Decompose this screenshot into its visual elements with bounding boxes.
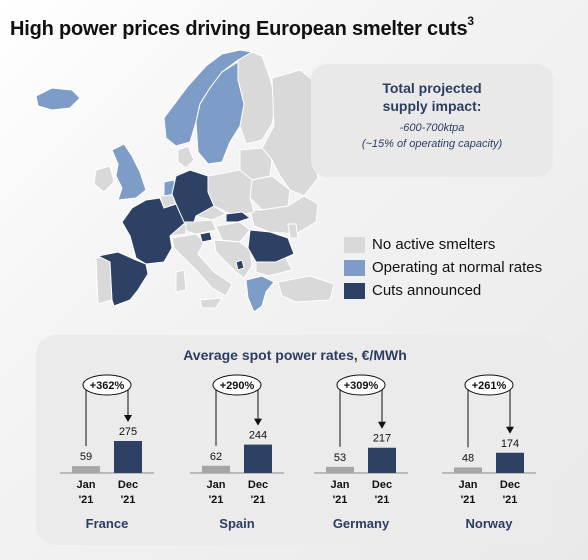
arrow-france xyxy=(124,415,132,422)
change-badge-spain xyxy=(212,374,262,396)
supply-impact-value: -600-700ktpa xyxy=(399,122,465,134)
tick-jan-line2-norway: '21 xyxy=(461,494,476,506)
map-sardinia xyxy=(175,269,187,293)
change-badge-norway xyxy=(464,374,514,396)
bar-jan-france xyxy=(72,466,100,473)
value-label-jan-spain: 62 xyxy=(210,451,222,463)
map-balkans xyxy=(213,239,253,279)
country-label-france: France xyxy=(86,516,129,531)
legend-swatch-cuts xyxy=(344,282,365,299)
change-label-france: +362% xyxy=(90,380,125,392)
tick-dec-line1-germany: Dec xyxy=(372,479,392,491)
change-badge-france xyxy=(82,374,132,396)
tick-jan-line1-france: Jan xyxy=(77,479,96,491)
tick-dec-line1-france: Dec xyxy=(118,479,138,491)
bar-dec-germany xyxy=(368,447,396,473)
legend-item-cuts: Cuts announced xyxy=(344,279,542,302)
map-denmark xyxy=(177,145,195,169)
tick-dec-line2-norway: '21 xyxy=(503,494,518,506)
tick-jan-line1-norway: Jan xyxy=(459,479,478,491)
map-moldova xyxy=(287,223,299,239)
value-label-dec-norway: 174 xyxy=(501,438,519,450)
bar-dec-norway xyxy=(496,452,524,473)
tick-jan-line2-germany: '21 xyxy=(333,494,348,506)
map-germany xyxy=(171,169,215,223)
value-label-jan-france: 59 xyxy=(80,451,92,463)
legend-item-no-smelters: No active smelters xyxy=(344,233,542,256)
value-label-dec-spain: 244 xyxy=(249,430,267,442)
change-label-spain: +290% xyxy=(220,380,255,392)
bar-jan-germany xyxy=(326,466,354,473)
bar-jan-norway xyxy=(454,467,482,473)
map-slovenia xyxy=(199,231,213,243)
map-turkey xyxy=(277,275,335,303)
map-slovakia xyxy=(225,211,252,223)
map-normal-regions xyxy=(35,49,275,313)
legend-label-cuts: Cuts announced xyxy=(372,282,482,299)
page-title: High power prices driving European smelt… xyxy=(10,14,474,41)
map-sicily xyxy=(199,297,223,309)
map-france xyxy=(121,197,187,265)
supply-impact-title-line2: supply impact: xyxy=(382,98,482,114)
change-label-germany: +309% xyxy=(344,380,379,392)
arrow-germany xyxy=(378,421,386,429)
power-rates-title: Average spot power rates, €/MWh xyxy=(183,347,407,363)
supply-impact-note: (~15% of operating capacity) xyxy=(361,138,503,150)
value-label-dec-france: 275 xyxy=(119,426,137,438)
supply-impact-box: Total projected supply impact: -600-700k… xyxy=(311,64,553,177)
tick-dec-line1-norway: Dec xyxy=(500,479,520,491)
power-rates-panel: Average spot power rates, €/MWh 59 275 +36… xyxy=(36,335,554,545)
map-hungary xyxy=(215,221,251,243)
value-label-dec-germany: 217 xyxy=(373,433,391,445)
supply-impact-title-line1: Total projected xyxy=(382,80,482,96)
map-cuts-regions xyxy=(96,169,295,307)
legend-item-normal: Operating at normal rates xyxy=(344,256,542,279)
tick-dec-line2-spain: '21 xyxy=(251,494,266,506)
tick-jan-line2-france: '21 xyxy=(79,494,94,506)
arrow-spain xyxy=(254,418,262,426)
map-norway xyxy=(163,49,254,147)
bar-dec-spain xyxy=(244,444,272,473)
supply-impact-title: Total projected supply impact: xyxy=(311,79,553,115)
change-label-norway: +261% xyxy=(472,380,507,392)
page-title-text: High power prices driving European smelt… xyxy=(10,18,468,40)
map-romania xyxy=(247,229,295,263)
tick-dec-line1-spain: Dec xyxy=(248,479,268,491)
legend-swatch-no-smelters xyxy=(344,236,365,253)
country-label-norway: Norway xyxy=(466,516,514,531)
value-label-jan-germany: 53 xyxy=(334,452,346,464)
map-legend: No active smelters Operating at normal r… xyxy=(344,233,542,302)
value-label-jan-norway: 48 xyxy=(462,452,474,464)
change-badge-germany xyxy=(336,374,386,396)
tick-dec-line2-france: '21 xyxy=(121,494,136,506)
map-montenegro xyxy=(235,259,245,271)
country-label-germany: Germany xyxy=(333,516,390,531)
map-sweden xyxy=(195,61,245,165)
tick-jan-line1-germany: Jan xyxy=(331,479,350,491)
tick-jan-line1-spain: Jan xyxy=(207,479,226,491)
europe-map xyxy=(0,40,588,340)
europe-map-svg xyxy=(35,49,335,313)
map-uk xyxy=(111,143,147,201)
arrow-norway xyxy=(506,426,514,434)
tick-dec-line2-germany: '21 xyxy=(375,494,390,506)
tick-jan-line2-spain: '21 xyxy=(209,494,224,506)
legend-label-no-smelters: No active smelters xyxy=(372,236,496,253)
bar-dec-france xyxy=(114,441,142,473)
map-ukraine xyxy=(249,195,319,235)
map-finland xyxy=(237,51,277,145)
map-spain xyxy=(96,251,149,307)
map-ireland xyxy=(93,165,115,193)
legend-label-normal: Operating at normal rates xyxy=(372,259,543,276)
map-iceland xyxy=(35,87,81,111)
map-greece xyxy=(245,275,275,313)
country-label-spain: Spain xyxy=(219,516,254,531)
legend-swatch-normal xyxy=(344,259,365,276)
power-rates-chart: 59 275 +362% Jan '21 Dec '21 France 62 244 +290% Ja… xyxy=(60,374,536,531)
bar-jan-spain xyxy=(202,465,230,473)
footnote-marker: 3 xyxy=(467,14,474,28)
